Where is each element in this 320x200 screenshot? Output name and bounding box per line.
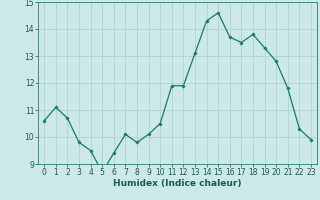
X-axis label: Humidex (Indice chaleur): Humidex (Indice chaleur) xyxy=(113,179,242,188)
